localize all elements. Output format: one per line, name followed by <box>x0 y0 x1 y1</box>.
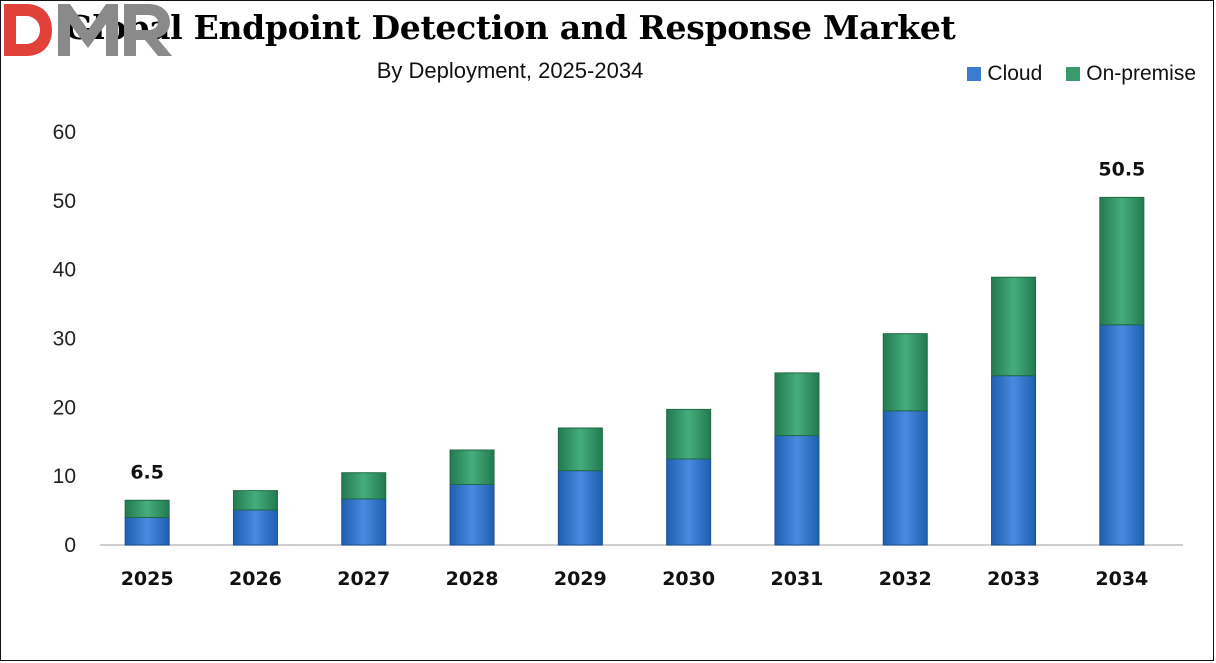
legend: Cloud On-premise <box>967 62 1196 86</box>
x-tick-label: 2031 <box>771 568 824 590</box>
legend-item-on-premise: On-premise <box>1066 62 1196 86</box>
y-tick-label: 0 <box>64 534 76 557</box>
bar-cloud-2027 <box>341 498 387 546</box>
bar-on-premise-2032 <box>882 333 928 412</box>
bar-on-premise-2028 <box>449 449 495 485</box>
y-tick-label: 30 <box>53 328 76 351</box>
x-tick-label: 2032 <box>879 568 932 590</box>
bar-cloud-2032 <box>882 410 928 546</box>
y-tick-label: 60 <box>53 121 76 144</box>
legend-label-cloud: Cloud <box>987 62 1043 85</box>
legend-swatch-cloud <box>967 67 982 81</box>
chart-title: Global Endpoint Detection and Response M… <box>64 8 956 47</box>
bar-cloud-2029 <box>557 470 603 546</box>
bar-on-premise-2034 <box>1099 196 1145 326</box>
bar-cloud-2028 <box>449 483 495 546</box>
bar-cloud-2034 <box>1099 324 1145 546</box>
legend-swatch-on-premise <box>1066 67 1081 81</box>
data-label-2025: 6.5 <box>130 461 164 483</box>
x-tick-label: 2029 <box>554 568 607 590</box>
legend-item-cloud: Cloud <box>967 62 1042 86</box>
bar-cloud-2030 <box>666 458 712 546</box>
x-tick-label: 2025 <box>121 568 174 590</box>
y-tick-label: 10 <box>53 465 76 488</box>
bar-on-premise-2033 <box>991 276 1037 377</box>
bar-on-premise-2030 <box>666 408 712 460</box>
y-tick-label: 20 <box>53 396 76 419</box>
bar-on-premise-2026 <box>232 490 278 511</box>
bar-cloud-2033 <box>991 375 1037 546</box>
bar-cloud-2026 <box>232 509 278 546</box>
bar-on-premise-2025 <box>124 499 170 518</box>
x-tick-label: 2028 <box>446 568 499 590</box>
bar-on-premise-2027 <box>341 472 387 500</box>
bar-on-premise-2029 <box>557 427 603 472</box>
x-tick-label: 2027 <box>337 568 390 590</box>
x-tick-label: 2034 <box>1095 568 1148 590</box>
x-tick-label: 2026 <box>229 568 282 590</box>
bar-cloud-2025 <box>124 516 170 546</box>
x-tick-label: 2030 <box>662 568 715 590</box>
x-tick-label: 2033 <box>987 568 1040 590</box>
bar-on-premise-2031 <box>774 372 820 437</box>
data-label-2034: 50.5 <box>1098 158 1145 180</box>
dmr-logo <box>4 4 172 56</box>
chart-subtitle: By Deployment, 2025-2034 <box>376 58 644 83</box>
bar-cloud-2031 <box>774 435 820 546</box>
y-tick-label: 50 <box>53 190 76 213</box>
legend-label-on-premise: On-premise <box>1086 62 1196 85</box>
y-tick-label: 40 <box>53 259 76 282</box>
